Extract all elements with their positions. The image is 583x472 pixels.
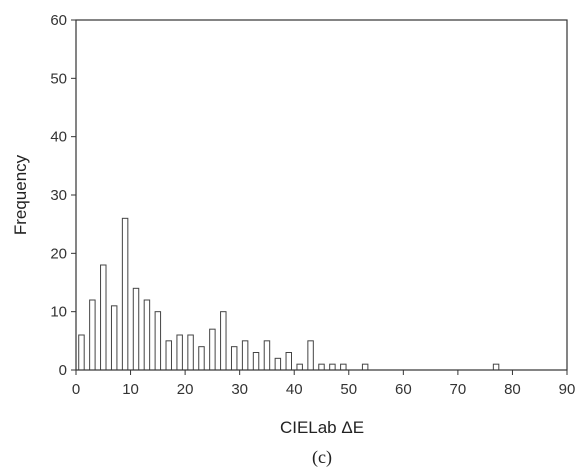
x-tick-label: 10 <box>122 381 139 398</box>
histogram-bar <box>121 217 129 371</box>
histogram-bar <box>241 340 249 371</box>
histogram-bar <box>209 328 216 371</box>
histogram-bar <box>198 346 205 371</box>
histogram-bar <box>252 352 260 371</box>
y-tick-label: 20 <box>50 245 67 262</box>
x-tick-label: 30 <box>231 381 248 398</box>
histogram-bar <box>274 357 282 371</box>
y-tick-label: 30 <box>50 187 67 204</box>
y-tick-label: 60 <box>50 12 67 29</box>
x-tick-label: 60 <box>395 381 412 398</box>
x-tick-label: 20 <box>177 381 194 398</box>
histogram-bar <box>492 363 500 371</box>
y-tick-label: 50 <box>50 70 67 87</box>
histogram-bar <box>78 334 85 371</box>
x-tick-label: 40 <box>286 381 303 398</box>
histogram-bar <box>132 287 140 371</box>
histogram-bar <box>143 299 151 371</box>
histogram-bar <box>230 346 238 371</box>
y-tick-label: 10 <box>50 304 67 321</box>
x-tick-label: 80 <box>504 381 521 398</box>
histogram-bar <box>296 363 303 371</box>
histogram-bar <box>318 363 325 371</box>
histogram-bar <box>187 334 194 371</box>
histogram-bar <box>220 311 227 371</box>
x-tick-label: 70 <box>450 381 467 398</box>
y-tick-label: 0 <box>59 362 67 379</box>
histogram-bar <box>110 305 118 371</box>
y-axis-label: Frequency <box>11 154 30 235</box>
histogram-bar <box>176 334 183 371</box>
histogram-bar <box>329 363 336 371</box>
x-tick-label: 50 <box>340 381 357 398</box>
y-tick-label: 40 <box>50 129 67 146</box>
histogram-bar <box>307 340 314 371</box>
y-axis-ticks: 0 10 20 30 40 50 60 <box>50 12 76 379</box>
histogram-bar <box>100 264 107 371</box>
x-axis-ticks: 0 10 20 30 40 50 60 70 80 90 <box>72 370 576 398</box>
histogram-bar <box>89 299 96 371</box>
histogram-bar <box>263 340 271 371</box>
histogram-bar <box>361 363 369 371</box>
x-tick-label: 0 <box>72 381 80 398</box>
histogram-bar <box>154 311 162 371</box>
figure-caption: (c) <box>312 447 332 468</box>
histogram-bar <box>165 340 172 371</box>
histogram-bar <box>340 363 347 371</box>
x-axis-label: CIELab ΔE <box>280 418 364 437</box>
histogram-bar <box>285 352 293 371</box>
x-tick-label: 90 <box>559 381 576 398</box>
histogram-bars <box>78 217 500 371</box>
